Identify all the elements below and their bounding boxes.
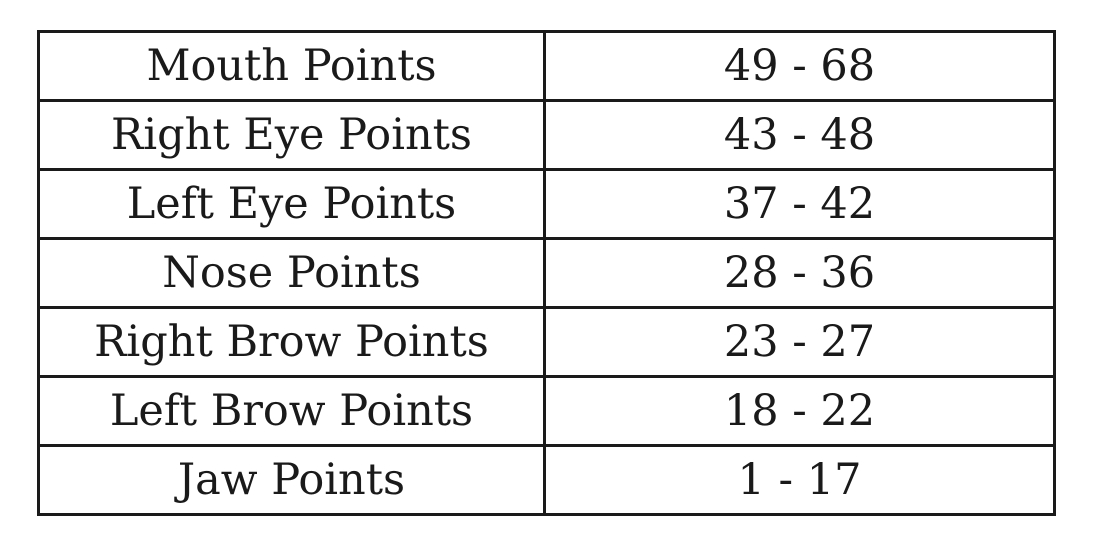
region-name-cell: Right Eye Points: [37, 99, 546, 171]
table-row: Left Eye Points 37 - 42: [37, 168, 1056, 240]
table-row: Right Eye Points 43 - 48: [37, 99, 1056, 171]
point-range-cell: 1 - 17: [543, 444, 1056, 516]
region-name-cell: Nose Points: [37, 237, 546, 309]
table-row: Right Brow Points 23 - 27: [37, 306, 1056, 378]
region-name-cell: Left Eye Points: [37, 168, 546, 240]
point-range-cell: 18 - 22: [543, 375, 1056, 447]
point-range-cell: 28 - 36: [543, 237, 1056, 309]
point-range-cell: 43 - 48: [543, 99, 1056, 171]
table-body: Mouth Points 49 - 68 Right Eye Points 43…: [37, 30, 1056, 516]
table-row: Nose Points 28 - 36: [37, 237, 1056, 309]
point-range-cell: 37 - 42: [543, 168, 1056, 240]
region-name-cell: Left Brow Points: [37, 375, 546, 447]
point-range-cell: 23 - 27: [543, 306, 1056, 378]
region-name-cell: Jaw Points: [37, 444, 546, 516]
region-name-cell: Right Brow Points: [37, 306, 546, 378]
point-range-cell: 49 - 68: [543, 30, 1056, 102]
table-row: Left Brow Points 18 - 22: [37, 375, 1056, 447]
table-row: Mouth Points 49 - 68: [37, 30, 1056, 102]
table-row: Jaw Points 1 - 17: [37, 444, 1056, 516]
landmark-points-table: Mouth Points 49 - 68 Right Eye Points 43…: [37, 30, 1056, 516]
region-name-cell: Mouth Points: [37, 30, 546, 102]
